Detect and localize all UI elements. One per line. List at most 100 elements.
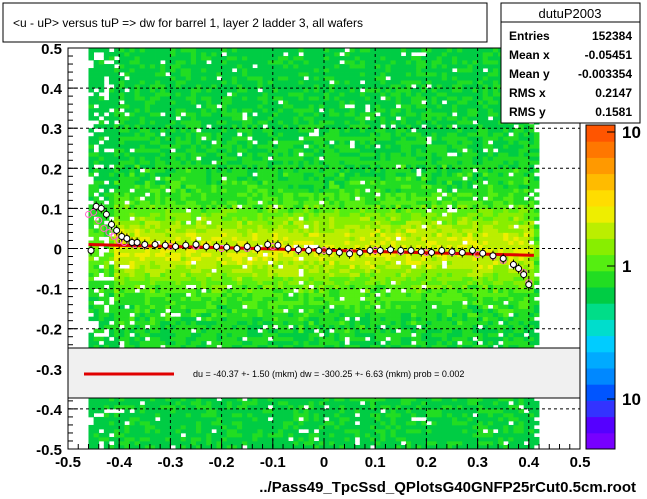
heatmap-cell: [170, 48, 176, 53]
heatmap-cell: [175, 268, 182, 273]
heatmap-cell: [155, 304, 161, 310]
heatmap-cell: [257, 192, 263, 197]
heatmap-cell: [221, 400, 228, 406]
heatmap-cell: [190, 176, 197, 181]
heatmap-cell: [175, 444, 182, 450]
heatmap-cell: [344, 396, 350, 402]
heatmap-cell: [226, 256, 233, 261]
heatmap-cell: [293, 88, 299, 93]
heatmap-cell: [160, 272, 166, 277]
heatmap-cell: [344, 156, 350, 161]
heatmap-cell: [165, 216, 171, 221]
heatmap-cell: [201, 216, 207, 221]
heatmap-cell: [303, 72, 310, 77]
heatmap-cell: [226, 132, 233, 137]
heatmap-cell: [313, 84, 320, 89]
heatmap-cell: [236, 328, 243, 334]
heatmap-cell: [349, 328, 356, 334]
heatmap-cell: [303, 436, 310, 442]
heatmap-cell: [134, 64, 141, 69]
heatmap-cell: [185, 340, 192, 346]
heatmap-cell: [180, 176, 187, 181]
heatmap-cell: [206, 92, 212, 97]
heatmap-cell: [93, 176, 100, 181]
heatmap-cell: [236, 268, 243, 273]
heatmap-cell: [313, 272, 320, 277]
heatmap-cell: [277, 420, 284, 426]
heatmap-cell: [298, 224, 304, 229]
heatmap-cell: [318, 96, 325, 101]
heatmap-cell: [114, 268, 120, 273]
heatmap-cell: [262, 408, 269, 414]
heatmap-cell: [359, 436, 366, 442]
heatmap-cell: [339, 284, 345, 289]
heatmap-cell: [288, 96, 294, 101]
heatmap-cell: [139, 312, 146, 318]
heatmap-cell: [354, 340, 361, 346]
heatmap-cell: [236, 396, 243, 402]
heatmap-cell: [144, 184, 151, 189]
heatmap-cell: [298, 108, 304, 113]
heatmap-cell: [226, 412, 233, 418]
heatmap-cell: [242, 408, 248, 414]
heatmap-cell: [277, 140, 284, 145]
heatmap-cell: [303, 304, 310, 310]
heatmap-cell: [308, 140, 315, 145]
heatmap-cell: [257, 416, 263, 422]
heatmap-cell: [170, 156, 176, 161]
heatmap-cell: [231, 404, 238, 410]
heatmap-cell: [283, 220, 289, 225]
heatmap-cell: [288, 432, 294, 438]
heatmap-cell: [313, 108, 320, 113]
heatmap-cell: [216, 260, 222, 265]
heatmap-cell: [216, 284, 222, 289]
heatmap-cell: [308, 320, 315, 326]
heatmap-cell: [160, 308, 166, 314]
heatmap-cell: [242, 108, 248, 113]
heatmap-cell: [149, 200, 156, 205]
heatmap-cell: [293, 284, 299, 289]
heatmap-cell: [272, 228, 279, 233]
heatmap-cell: [334, 276, 340, 281]
heatmap-cell: [324, 140, 330, 145]
heatmap-cell: [231, 416, 238, 422]
heatmap-cell: [175, 256, 182, 261]
heatmap-cell: [216, 400, 222, 406]
heatmap-cell: [103, 320, 110, 326]
heatmap-cell: [185, 48, 192, 53]
heatmap-cell: [206, 408, 212, 414]
heatmap-cell: [185, 260, 192, 265]
heatmap-cell: [257, 432, 263, 438]
heatmap-cell: [175, 432, 182, 438]
heatmap-cell: [165, 208, 171, 213]
heatmap-cell: [318, 72, 325, 77]
heatmap-cell: [283, 116, 289, 121]
heatmap-cell: [88, 156, 94, 161]
heatmap-cell: [165, 96, 171, 101]
heatmap-cell: [114, 136, 120, 141]
heatmap-cell: [196, 264, 202, 269]
heatmap-cell: [108, 180, 115, 185]
heatmap-cell: [247, 168, 253, 173]
heatmap-cell: [252, 336, 258, 342]
heatmap-cell: [103, 444, 110, 450]
heatmap-cell: [190, 100, 197, 105]
heatmap-cell: [354, 128, 361, 133]
heatmap-cell: [149, 268, 156, 273]
heatmap-cell: [165, 256, 171, 261]
heatmap-cell: [124, 124, 130, 129]
heatmap-cell: [231, 52, 238, 57]
heatmap-cell: [324, 236, 330, 241]
heatmap-cell: [247, 220, 253, 225]
heatmap-cell: [236, 192, 243, 197]
heatmap-cell: [221, 304, 228, 310]
heatmap-cell: [277, 212, 284, 217]
heatmap-cell: [93, 196, 100, 201]
heatmap-cell: [185, 336, 192, 342]
heatmap-cell: [272, 236, 279, 241]
heatmap-cell: [283, 132, 289, 137]
heatmap-cell: [231, 120, 238, 125]
heatmap-cell: [114, 140, 120, 145]
heatmap-cell: [262, 404, 269, 410]
heatmap-cell: [221, 92, 228, 97]
